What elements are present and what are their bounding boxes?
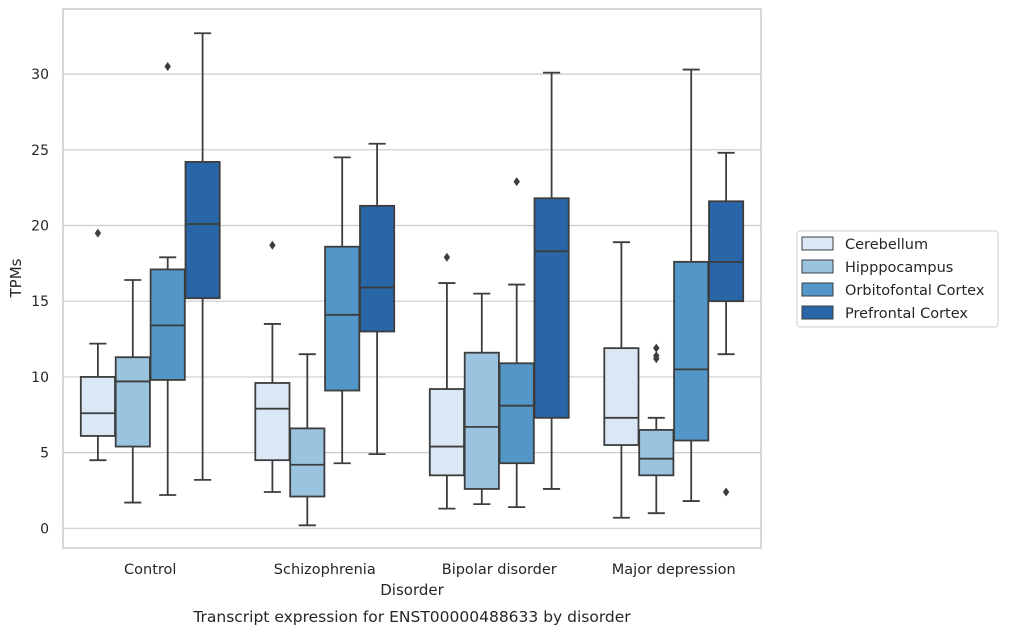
outlier-point [513, 177, 520, 187]
box-plots [79, 32, 745, 527]
box-hipppocampus-control [114, 279, 151, 504]
y-axis-label: TPMs [7, 258, 25, 298]
outlier-point [722, 487, 730, 497]
legend-swatch-prefrontal-cortex [801, 305, 834, 320]
box-cerebellum-major-depression [603, 241, 640, 519]
outlier-point [443, 252, 451, 262]
box-hipppocampus-schizophrenia [289, 353, 326, 527]
legend-label-hipppocampus: Hipppocampus [845, 260, 953, 276]
figure-caption: Transcript expression for ENST0000048863… [192, 608, 631, 626]
box-orbitofontal-cortex-bipolar-disorder [498, 177, 535, 509]
x-tick-label-bipolar-disorder: Bipolar disorder [442, 562, 557, 578]
box-iqr [673, 260, 710, 442]
legend-swatch-cerebellum [801, 236, 834, 251]
box-prefrontal-cortex-schizophrenia [359, 142, 396, 456]
box-orbitofontal-cortex-major-depression [673, 68, 710, 502]
box-iqr [463, 351, 500, 490]
box-prefrontal-cortex-control [184, 32, 221, 481]
box-hipppocampus-major-depression [638, 343, 675, 515]
legend-label-cerebellum: Cerebellum [845, 237, 928, 253]
x-tick-label-control: Control [124, 562, 176, 578]
box-iqr [114, 356, 151, 448]
legend: Cerebellum Hipppocampus Orbitofontal Corte… [796, 230, 999, 328]
y-tick-label-20: 20 [31, 219, 49, 235]
box-iqr [324, 245, 361, 392]
y-tick-label-0: 0 [40, 521, 49, 537]
x-tick-label-schizophrenia: Schizophrenia [274, 562, 376, 578]
outlier-point [269, 240, 276, 250]
box-prefrontal-cortex-bipolar-disorder [533, 71, 570, 490]
box-iqr [428, 388, 465, 477]
outlier-point [653, 343, 660, 353]
legend-label-prefrontal-cortex: Prefrontal Cortex [845, 306, 968, 322]
box-cerebellum-schizophrenia [254, 240, 291, 493]
y-tick-label-5: 5 [40, 446, 49, 462]
box-prefrontal-cortex-major-depression [708, 151, 745, 497]
box-iqr [359, 204, 396, 333]
x-axis-label: Disorder [380, 581, 444, 599]
box-iqr [498, 362, 535, 465]
legend-label-orbitofontal-cortex: Orbitofontal Cortex [845, 283, 985, 299]
outlier-point [94, 228, 102, 238]
box-iqr [708, 200, 745, 303]
x-tick-labels: Control Schizophrenia Bipolar disorder Majo… [124, 562, 736, 578]
box-iqr [184, 161, 221, 300]
legend-swatch-orbitofontal-cortex [801, 282, 834, 297]
y-tick-label-25: 25 [31, 143, 49, 159]
legend-swatch-hipppocampus [801, 259, 834, 274]
y-tick-labels: 0 5 10 15 20 25 30 [31, 67, 49, 537]
box-iqr [533, 197, 570, 419]
box-iqr [603, 347, 640, 446]
plot-frame [62, 8, 762, 549]
box-orbitofontal-cortex-control [149, 62, 186, 496]
box-iqr [289, 427, 326, 498]
box-iqr [79, 376, 116, 437]
box-iqr [638, 429, 675, 477]
outlier-point [653, 351, 660, 361]
y-tick-label-15: 15 [31, 294, 49, 310]
x-tick-label-major-depression: Major depression [612, 562, 736, 578]
outlier-point [164, 62, 171, 72]
legend-frame [796, 230, 999, 328]
y-tick-label-10: 10 [31, 370, 49, 386]
box-iqr [254, 382, 291, 462]
y-tick-label-30: 30 [31, 67, 49, 83]
